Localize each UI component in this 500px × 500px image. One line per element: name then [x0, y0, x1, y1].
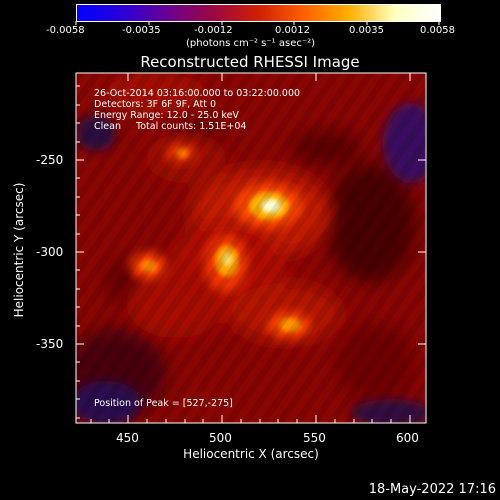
info-line: Energy Range: 12.0 - 25.0 keV — [94, 110, 239, 121]
x-tick-label: 550 — [303, 431, 326, 445]
info-line: 26-Oct-2014 03:16:00.000 to 03:22:00.000 — [94, 88, 301, 99]
colorbar-ticks — [75, 21, 440, 25]
colorbar-tick-label: 0.0058 — [420, 25, 455, 36]
colorbar — [76, 4, 441, 22]
x-tick-label: 600 — [396, 431, 419, 445]
info-line: Clean Total counts: 1.51E+04 — [94, 121, 247, 132]
plot-title: Reconstructed RHESSI Image — [140, 53, 360, 71]
colorbar-tick-label: -0.0012 — [194, 25, 233, 36]
colorbar-gradient — [77, 5, 440, 21]
colorbar-tick-label: 0.0012 — [275, 25, 310, 36]
colorbar-tick-label: -0.0035 — [122, 25, 161, 36]
colorbar-tick-label: -0.0058 — [46, 25, 85, 36]
x-tick-label: 450 — [116, 431, 139, 445]
peak-position-text: Position of Peak = [527,-275] — [94, 398, 233, 409]
y-axis-label: Heliocentric Y (arcsec) — [12, 182, 26, 318]
y-tick-label: -250 — [36, 153, 64, 167]
colorbar-tick-label: 0.0035 — [349, 25, 384, 36]
timestamp: 18-May-2022 17:16 — [368, 482, 496, 497]
y-tick-label: -350 — [36, 337, 64, 351]
info-line: Detectors: 3F 6F 9F, Att 0 — [94, 99, 217, 110]
colorbar-unit-label: (photons cm⁻² s⁻¹ asec⁻²) — [186, 38, 316, 49]
rhessi-image — [76, 73, 426, 423]
x-axis-label: Heliocentric X (arcsec) — [183, 447, 319, 461]
x-tick-label: 500 — [209, 431, 232, 445]
image-panel: 26-Oct-2014 03:16:00.000 to 03:22:00.000… — [76, 73, 426, 423]
y-tick-label: -300 — [36, 245, 64, 259]
